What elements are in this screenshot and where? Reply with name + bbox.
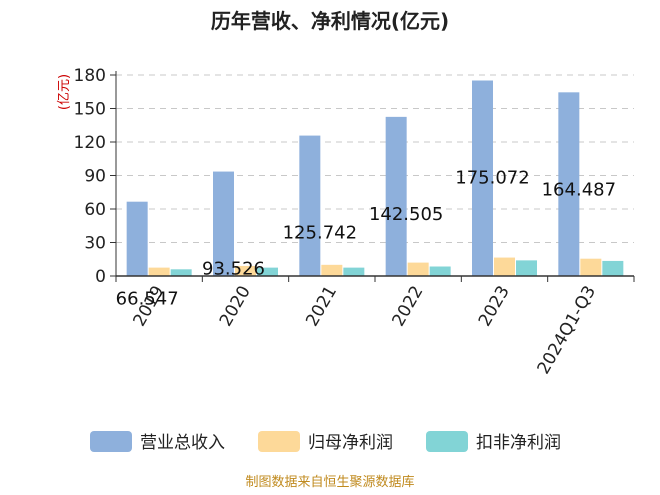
bar	[516, 260, 537, 276]
bar	[580, 258, 602, 276]
data-label: 66.547	[116, 289, 179, 310]
x-tick-label: 2024Q1-Q3	[534, 283, 601, 378]
bars	[126, 80, 624, 277]
data-label: 175.072	[455, 168, 529, 189]
x-tick-label: 2021	[302, 283, 341, 330]
y-tick-label: 120	[74, 133, 106, 153]
bar	[407, 262, 429, 276]
data-label: 125.742	[283, 223, 357, 244]
bar	[257, 267, 278, 276]
x-tick-label: 2023	[475, 283, 514, 330]
bar	[602, 260, 624, 276]
legend-label: 归母净利润	[308, 433, 393, 453]
bar	[170, 269, 192, 276]
bar	[321, 264, 343, 276]
y-tick-label: 60	[84, 200, 106, 220]
bar	[472, 80, 493, 276]
legend-label: 扣非净利润	[476, 433, 561, 453]
bar	[385, 116, 407, 276]
data-labels: 66.547 93.526 125.742 142.505 175.072 164.487	[116, 168, 616, 310]
chart-title: 历年营收、净利情况(亿元)	[211, 9, 449, 33]
bar	[235, 265, 256, 276]
y-tick-label: 30	[84, 234, 106, 254]
legend-swatch	[258, 431, 300, 452]
legend-label: 营业总收入	[140, 433, 225, 453]
bar	[213, 171, 234, 276]
data-label: 93.526	[202, 259, 265, 280]
x-tick-label: 2022	[389, 283, 428, 330]
legend-swatch	[426, 431, 468, 452]
source-note: 制图数据来自恒生聚源数据库	[245, 475, 415, 490]
bar	[429, 266, 451, 276]
y-tick-label: 180	[74, 66, 106, 86]
gridlines	[116, 74, 634, 243]
bar	[299, 135, 321, 276]
bar	[148, 267, 170, 276]
y-tick-label: 0	[95, 267, 106, 287]
y-tick-label: 90	[84, 167, 106, 187]
x-tick-label: 2020	[216, 283, 255, 330]
y-axis-label: (亿元)	[57, 74, 72, 110]
y-tick-label: 150	[74, 100, 106, 120]
legend: 营业总收入 归母净利润 扣非净利润	[90, 431, 561, 453]
legend-swatch	[90, 431, 132, 452]
data-label: 164.487	[542, 179, 616, 200]
bar	[343, 267, 365, 276]
bar	[126, 201, 148, 276]
bar	[558, 92, 580, 277]
data-label: 142.505	[369, 204, 443, 225]
bar	[494, 257, 515, 276]
